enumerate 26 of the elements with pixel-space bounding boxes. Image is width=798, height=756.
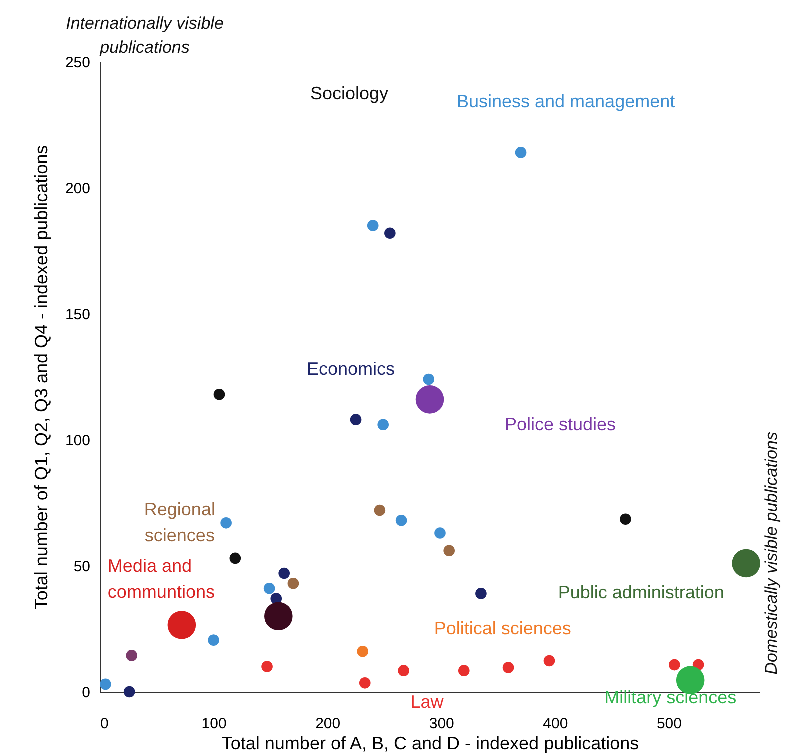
text: Domestically visible publications [762,431,781,675]
y-tick-label: 250 [65,54,90,72]
series-label: Law [410,692,445,712]
y-tick-label: 150 [65,306,90,324]
x-axis-title: Total number of A, B, C and D - indexed publications [222,734,640,754]
y-axis-title: Total number of Q1, Q2, Q3 and Q4 - indexed publications [31,145,52,610]
text: Police studies [505,414,616,435]
series-label: Media and communtions [108,556,215,602]
text: Economics [307,358,396,379]
series-label: Public administration [558,582,724,602]
y-tick-label: 100 [65,432,90,450]
text: Regional sciences [144,500,216,546]
y-tick-label: 200 [65,180,90,198]
series-label: Military sciences [604,687,737,708]
x-tick-label: 100 [202,716,227,732]
text: Political sciences [434,618,572,639]
x-tick-label: 400 [543,716,568,732]
x-tick-label: 500 [656,716,682,732]
text: Internationally visible publications [66,14,224,57]
y-tick-label: 50 [74,558,90,576]
y-tick-label: 0 [82,684,90,702]
x-tick-label: 300 [429,716,454,732]
text: Business and management [456,92,676,112]
x-tick-label: 200 [316,716,341,732]
text: Sociology [310,84,389,104]
x-tick-label: 0 [100,716,109,732]
